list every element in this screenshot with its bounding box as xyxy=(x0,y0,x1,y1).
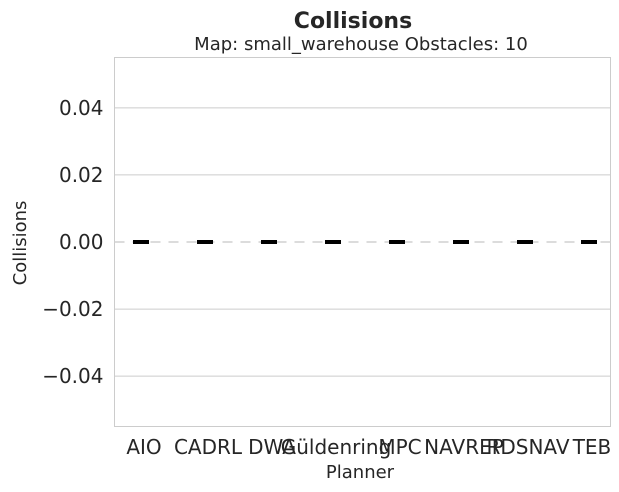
chart-title: Collisions xyxy=(294,9,412,34)
x-axis-label: Planner xyxy=(326,462,395,483)
y-gridlines xyxy=(114,107,611,377)
y-tick-label: −0.02 xyxy=(42,297,103,321)
y-tick-label: 0.04 xyxy=(59,96,104,120)
x-tick-label: DWA xyxy=(248,435,296,459)
x-tick-label: Güldenring xyxy=(281,435,392,459)
x-tick-label: TEB xyxy=(572,435,612,459)
x-tick-label: AIO xyxy=(126,435,161,459)
x-tick-label: RDSNAV xyxy=(486,435,569,459)
y-tick-label: 0.02 xyxy=(59,163,104,187)
x-tick-label: NAVREP xyxy=(424,435,504,459)
y-axis-label: Collisions xyxy=(10,201,31,286)
y-tick-labels: −0.04 −0.02 0.00 0.02 0.04 xyxy=(42,96,103,388)
x-tick-label: MPC xyxy=(378,435,421,459)
y-tick-label: −0.04 xyxy=(42,364,103,388)
y-tick-label: 0.00 xyxy=(59,230,104,254)
chart-subtitle: Map: small_warehouse Obstacles: 10 xyxy=(194,34,528,55)
x-tick-label: CADRL xyxy=(174,435,243,459)
